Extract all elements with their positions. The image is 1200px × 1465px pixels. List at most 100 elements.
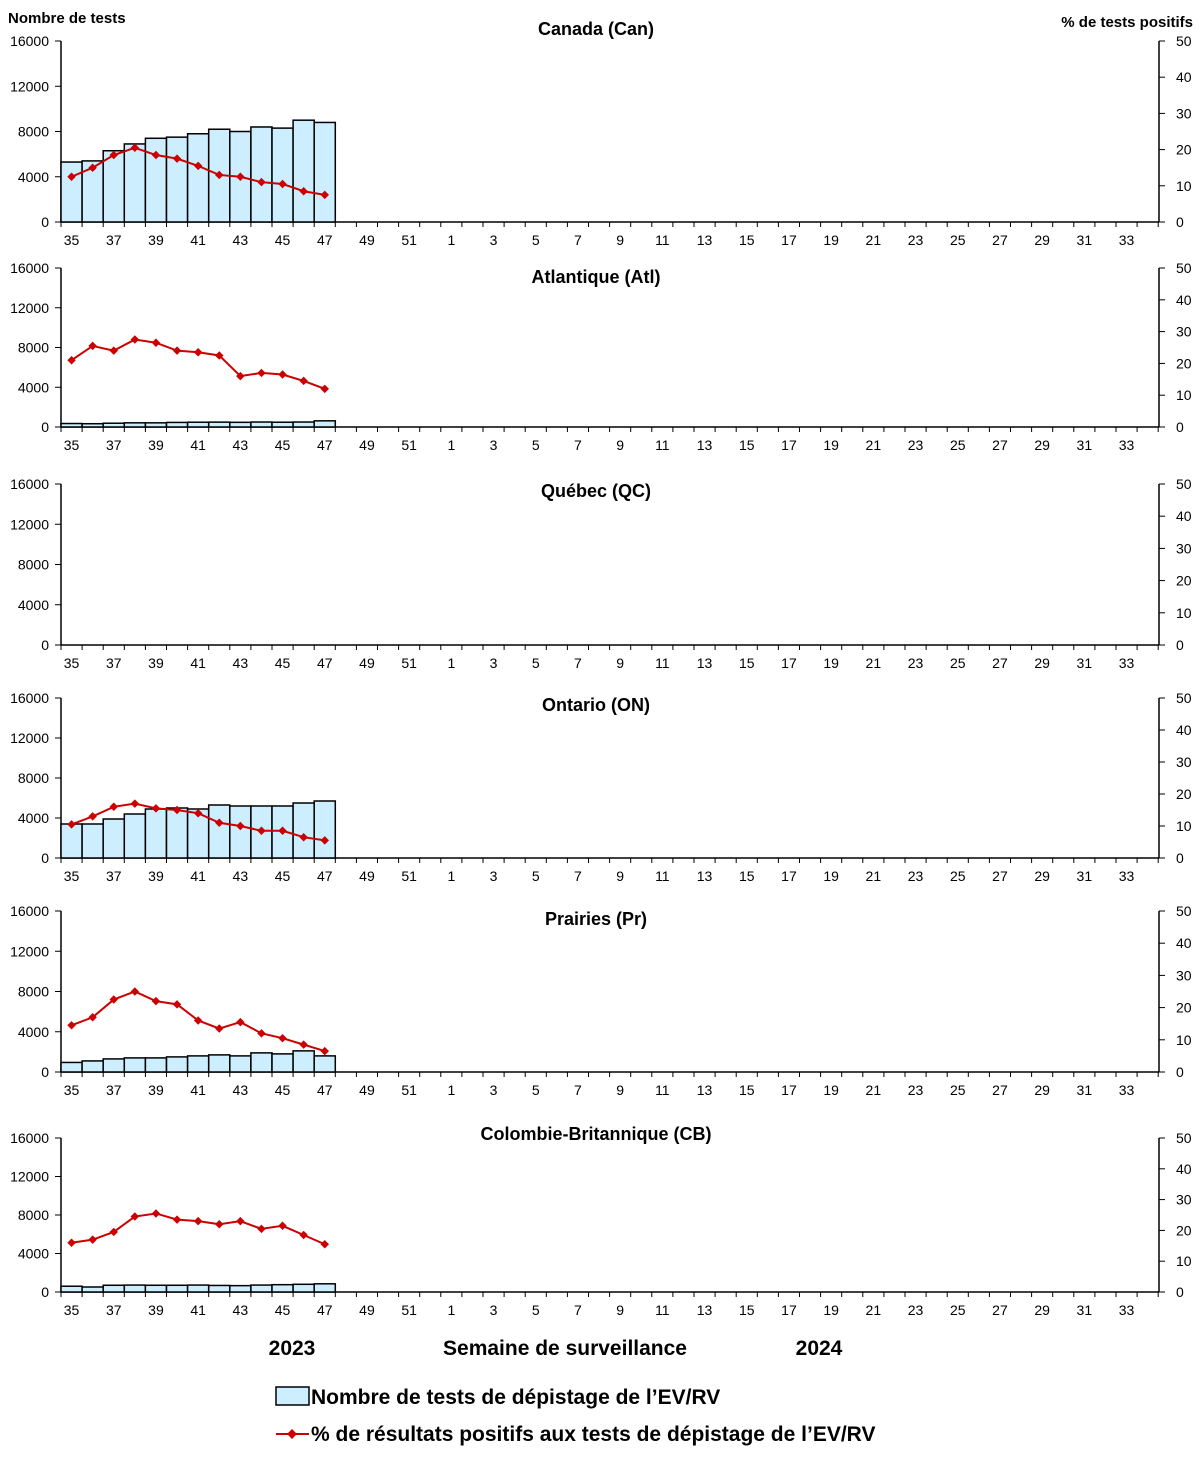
x-tick-label: 13	[697, 232, 713, 248]
x-tick-label: 17	[781, 437, 797, 453]
line-point	[109, 346, 118, 355]
bar	[81, 422, 104, 428]
bar	[81, 1060, 104, 1073]
x-tick-label: 19	[823, 868, 839, 884]
line-point	[151, 150, 161, 160]
bar	[292, 421, 315, 428]
x-tick-label: 29	[1034, 655, 1050, 671]
left-tick-label: 12000	[10, 300, 49, 316]
x-tick-label: 37	[106, 655, 122, 671]
x-tick-label: 33	[1119, 868, 1135, 884]
x-tick-label: 19	[823, 1082, 839, 1098]
x-tick-label: 37	[106, 232, 122, 248]
x-tick-label: 9	[616, 1302, 624, 1318]
line-point	[67, 1021, 76, 1030]
bar	[144, 422, 168, 428]
x-tick-label: 35	[64, 232, 80, 248]
line-point	[88, 163, 97, 172]
year-2023-label: 2023	[269, 1337, 316, 1360]
x-tick-label: 11	[655, 1082, 670, 1098]
x-tick-label: 1	[447, 232, 455, 248]
line-point	[320, 384, 329, 394]
x-tick-label: 13	[697, 1082, 713, 1098]
x-tick-label: 17	[781, 868, 797, 884]
line-point	[257, 1224, 266, 1234]
legend-bar-label: Nombre de tests de dépistage de l’EV/RV	[311, 1386, 720, 1409]
x-tick-label: 5	[532, 1082, 540, 1098]
x-tick-label: 25	[950, 1302, 966, 1318]
x-tick-label: 35	[64, 868, 80, 884]
line-point	[257, 368, 266, 378]
bar	[313, 420, 337, 428]
bar	[292, 802, 315, 859]
x-tick-label: 5	[532, 437, 540, 453]
bar	[186, 133, 210, 223]
x-tick-label: 7	[574, 868, 582, 884]
left-tick-label: 16000	[10, 1130, 49, 1146]
line-point	[320, 190, 329, 200]
x-tick-label: 27	[992, 1082, 1008, 1098]
x-tick-label: 7	[574, 655, 582, 671]
bar	[165, 136, 189, 223]
bar	[186, 1284, 210, 1293]
line-point	[320, 1046, 329, 1056]
x-tick-label: 47	[317, 437, 333, 453]
x-tick-label: 43	[233, 868, 249, 884]
line-point	[88, 812, 97, 821]
bar	[60, 1285, 83, 1293]
chart-panels: Canada (Can)0400080001200016000010203040…	[10, 19, 1192, 1318]
left-tick-label: 8000	[18, 340, 49, 356]
bar	[60, 422, 83, 428]
line-point	[193, 161, 203, 171]
left-tick-label: 12000	[10, 730, 49, 746]
x-tick-label: 51	[401, 232, 417, 248]
x-tick-label: 49	[359, 1082, 375, 1098]
line-point	[151, 338, 161, 347]
panel-title: Canada (Can)	[538, 19, 654, 39]
x-tick-label: 49	[359, 232, 375, 248]
right-tick-label: 10	[1176, 387, 1192, 403]
x-tick-label: 33	[1119, 655, 1135, 671]
line-point	[215, 1219, 224, 1229]
bar	[186, 421, 210, 428]
line-point	[320, 836, 329, 845]
x-tick-label: 39	[148, 655, 164, 671]
right-tick-label: 50	[1176, 476, 1192, 492]
x-tick-label: 15	[739, 1302, 755, 1318]
legend-line-marker	[287, 1429, 297, 1439]
right-tick-label: 0	[1176, 214, 1184, 230]
line-point	[236, 1017, 245, 1027]
bar	[313, 1283, 337, 1293]
x-tick-label: 43	[233, 1082, 249, 1098]
right-tick-label: 10	[1176, 1253, 1192, 1269]
left-tick-label: 12000	[10, 1169, 49, 1185]
bar	[271, 1053, 294, 1073]
line-point	[109, 150, 118, 160]
x-tick-label: 45	[275, 437, 291, 453]
x-tick-label: 43	[233, 232, 249, 248]
x-tick-label: 37	[106, 437, 122, 453]
chart-panel: Québec (QC) 0 4000 8000 12000 16000 0 10 20 30 40 5…	[10, 476, 1192, 671]
x-tick-label: 31	[1077, 1302, 1093, 1318]
bar	[186, 1055, 210, 1073]
line-point	[257, 177, 266, 187]
right-tick-label: 50	[1176, 903, 1192, 919]
x-tick-label: 23	[908, 868, 924, 884]
legend-line-label: % de résultats positifs aux tests de dép…	[311, 1423, 875, 1446]
x-tick-label: 3	[490, 232, 498, 248]
x-tick-label: 5	[532, 868, 540, 884]
right-tick-label: 40	[1176, 69, 1192, 85]
line-point	[278, 1221, 287, 1231]
bar	[229, 1055, 252, 1073]
x-tick-label: 33	[1119, 232, 1135, 248]
right-tick-label: 0	[1176, 637, 1184, 653]
x-tick-label: 25	[950, 655, 966, 671]
x-tick-label: 1	[447, 437, 455, 453]
x-tick-label: 33	[1119, 1302, 1135, 1318]
line-point	[215, 1024, 224, 1033]
right-tick-label: 10	[1176, 818, 1192, 834]
bar	[207, 1284, 231, 1293]
x-tick-label: 25	[950, 437, 966, 453]
right-tick-label: 0	[1176, 850, 1184, 866]
x-tick-label: 49	[359, 1302, 375, 1318]
